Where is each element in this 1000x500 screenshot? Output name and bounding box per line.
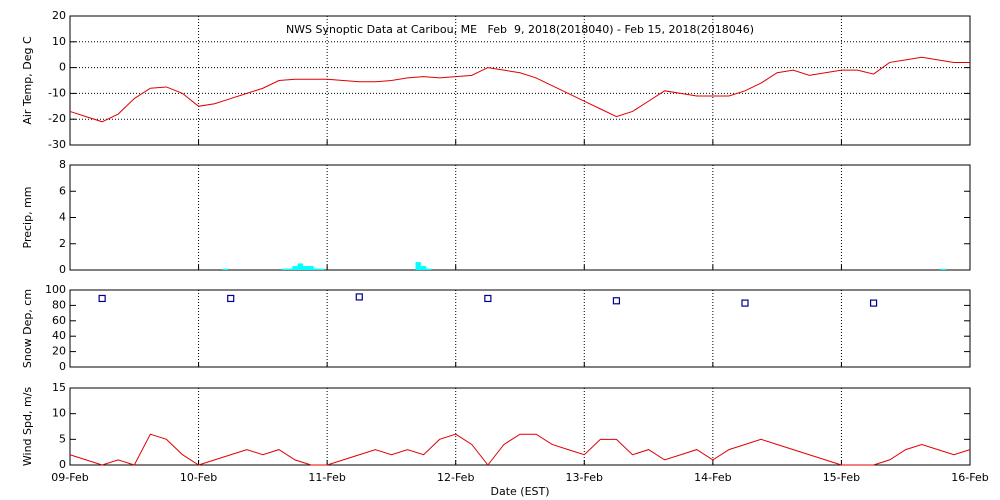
y-tick-label: 6 [59,184,66,197]
y-tick-label: 2 [59,237,66,250]
y-tick-label: 80 [52,298,66,311]
y-axis-label: Air Temp, Deg C [21,36,34,125]
y-tick-label: -20 [48,112,66,125]
plot-frame [69,164,971,271]
x-tick-label: 16-Feb [951,471,988,484]
data-line [69,56,970,123]
y-tick-label: 10 [52,35,66,48]
y-tick-label: 100 [45,283,66,296]
x-tick-label: 14-Feb [694,471,731,484]
y-axis-label: Wind Spd, m/s [21,387,34,467]
y-tick-label: 20 [52,9,66,22]
bar [313,268,320,270]
y-tick-label: 20 [52,345,66,358]
x-tick-label: 10-Feb [180,471,217,484]
bar [426,268,432,270]
x-tick-label: 15-Feb [823,471,860,484]
y-tick-label: 40 [52,329,66,342]
y-tick-label: 10 [52,407,66,420]
x-tick-label: 09-Feb [51,471,88,484]
x-axis-label: Date (EST) [490,485,549,498]
bar [303,266,309,270]
point [227,294,235,303]
point [741,299,749,307]
point [355,293,363,301]
point [484,294,492,303]
plot-frame [69,387,971,466]
bar [940,268,946,270]
x-tick-label: 12-Feb [437,471,474,484]
y-tick-label: -30 [48,138,66,151]
x-tick-label: 11-Feb [308,471,345,484]
point [612,297,621,305]
y-tick-label: 0 [59,458,66,471]
plot-frame [69,289,971,368]
x-tick-label: 13-Feb [566,471,603,484]
bar [222,268,229,270]
y-tick-label: 0 [59,360,66,373]
y-tick-label: -10 [48,86,66,99]
y-tick-label: 4 [59,211,66,224]
bar [281,268,287,270]
y-tick-label: 60 [52,314,66,327]
bar [297,263,304,270]
data-line [69,433,971,466]
y-tick-label: 0 [59,263,66,276]
y-tick-label: 15 [52,381,66,394]
bar [286,268,293,270]
y-axis-label: Snow Dep, cm [21,289,34,368]
bar [415,262,421,270]
y-axis-label: Precip, mm [21,187,34,249]
bar [319,268,325,270]
y-tick-label: 5 [59,432,66,445]
point [98,294,106,303]
y-tick-label: 8 [59,158,66,171]
bar [308,266,314,270]
bar [292,266,298,270]
bar [420,266,427,270]
point [869,299,878,307]
y-tick-label: 0 [59,61,66,74]
chart-title: NWS Synoptic Data at Caribou, ME Feb 9, … [286,23,754,36]
